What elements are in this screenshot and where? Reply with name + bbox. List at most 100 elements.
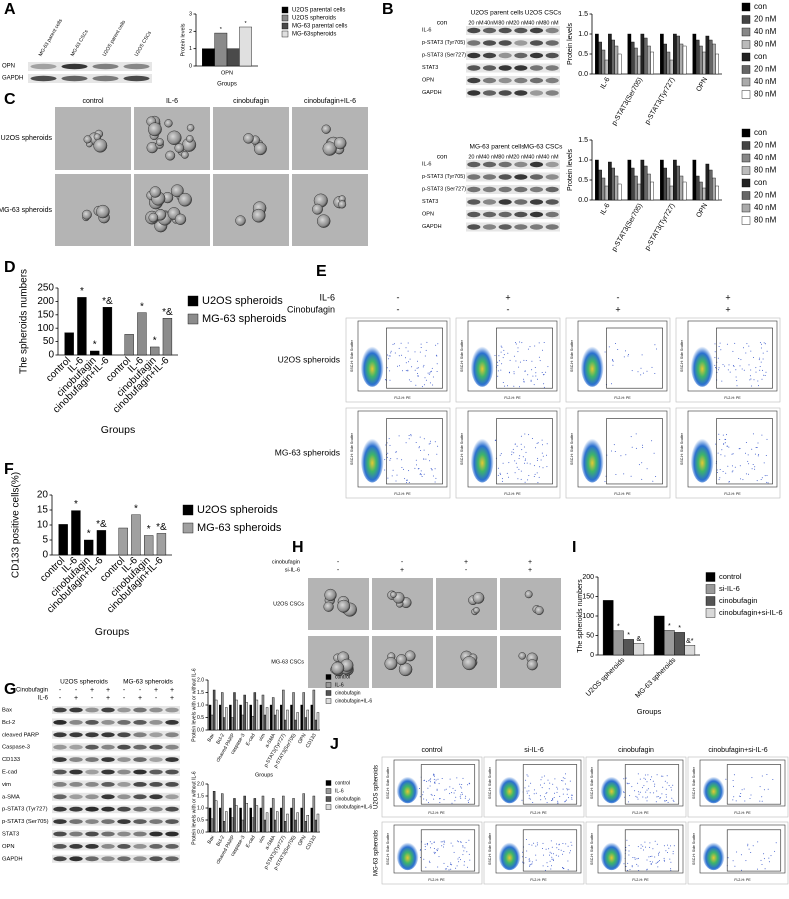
flow-event <box>546 862 548 864</box>
flow-event <box>662 786 664 788</box>
flow-event <box>612 359 614 360</box>
blot-band <box>545 65 559 71</box>
group-label: U2OS CSCs <box>525 10 562 17</box>
flow-event <box>755 367 757 369</box>
flow-event <box>720 349 722 351</box>
flow-event <box>543 386 545 388</box>
significance-marker: * <box>617 623 620 630</box>
blot-strip <box>52 743 180 752</box>
blot-band <box>117 794 131 800</box>
flow-event <box>531 863 533 865</box>
blot-band <box>69 707 83 713</box>
y-tick-label: 0.0 <box>197 829 204 835</box>
flow-event <box>541 452 543 454</box>
flow-event <box>430 781 431 783</box>
sign: + <box>74 695 78 702</box>
flow-event <box>763 462 765 464</box>
blot-band <box>165 744 179 750</box>
x-tick-label: Bax <box>206 732 216 743</box>
bar <box>290 807 293 833</box>
blot-band <box>117 844 131 849</box>
x-axis-title: Groups <box>101 424 135 436</box>
flow-event <box>672 853 674 855</box>
flow-event <box>637 782 639 784</box>
row-label: STAT3 <box>422 65 438 71</box>
flow-event <box>418 447 420 449</box>
flow-event <box>429 785 431 787</box>
flow-event <box>513 373 515 375</box>
flow-event <box>513 355 515 357</box>
flow-event <box>653 792 655 794</box>
flow-event <box>744 800 746 802</box>
blot-band <box>85 844 99 849</box>
flow-event <box>417 375 419 376</box>
bar <box>666 51 671 75</box>
flow-event <box>523 862 525 864</box>
flow-event <box>436 453 438 455</box>
flow-plot <box>687 320 778 392</box>
flow-event <box>458 861 460 863</box>
blot-band <box>482 224 497 230</box>
flow-event <box>424 377 426 379</box>
flow-event <box>422 791 424 793</box>
legend-swatch <box>741 15 751 24</box>
flow-event <box>655 801 657 803</box>
x-tick-label: vim <box>258 835 267 845</box>
bar <box>243 795 246 833</box>
significance-marker: * <box>87 529 91 540</box>
flow-event <box>640 844 642 846</box>
flow-event <box>732 350 734 352</box>
bar <box>96 530 107 556</box>
blot-band <box>514 77 528 84</box>
bar <box>647 173 651 201</box>
flow-event <box>770 855 772 857</box>
cell <box>390 591 397 598</box>
bar <box>702 187 706 201</box>
flow-event <box>745 860 747 862</box>
flow-event <box>625 454 627 456</box>
flow-event <box>451 864 453 866</box>
flow-event <box>552 798 554 800</box>
blot-band <box>529 52 544 59</box>
flow-event <box>446 868 448 870</box>
bar <box>312 795 316 833</box>
flow-event <box>526 790 528 792</box>
flow-plot <box>577 410 668 488</box>
flow-event <box>542 455 544 457</box>
row-label: MG-63 spheroids <box>374 830 380 876</box>
bar <box>669 59 674 75</box>
legend-swatch <box>741 128 751 138</box>
blot-band <box>498 40 512 46</box>
flow-event <box>537 457 539 459</box>
blot-strip <box>28 74 152 83</box>
flow-event <box>631 866 633 868</box>
flow-event <box>543 383 545 385</box>
flow-axis-label: SSC-H: Side Scatter <box>680 432 684 465</box>
blot-band <box>482 211 497 218</box>
x-tick-label: OPN <box>695 76 709 93</box>
flow-event <box>426 843 428 844</box>
blot-strip <box>52 854 180 863</box>
flow-event <box>545 793 547 794</box>
flow-event <box>460 841 462 843</box>
flow-event <box>623 778 625 780</box>
flow-event <box>410 380 412 382</box>
x-tick-label: E-cad <box>245 732 257 747</box>
flow-event <box>417 375 419 377</box>
y-tick-label: 1.5 <box>578 11 588 18</box>
flow-event <box>501 480 503 482</box>
legend-label: 80 nM <box>754 40 777 49</box>
blot-band <box>69 720 83 725</box>
flow-event <box>517 347 519 349</box>
flow-event <box>570 850 571 852</box>
cell <box>473 606 480 614</box>
cell <box>178 192 192 207</box>
bar <box>314 719 318 731</box>
blot-band <box>133 794 147 800</box>
flow-event <box>757 442 759 444</box>
flow-event <box>466 851 468 853</box>
legend-swatch <box>281 22 289 30</box>
flow-event <box>732 799 734 801</box>
flow-axis-label: SSC-H: Side Scatter <box>570 432 574 465</box>
bar <box>306 709 310 731</box>
